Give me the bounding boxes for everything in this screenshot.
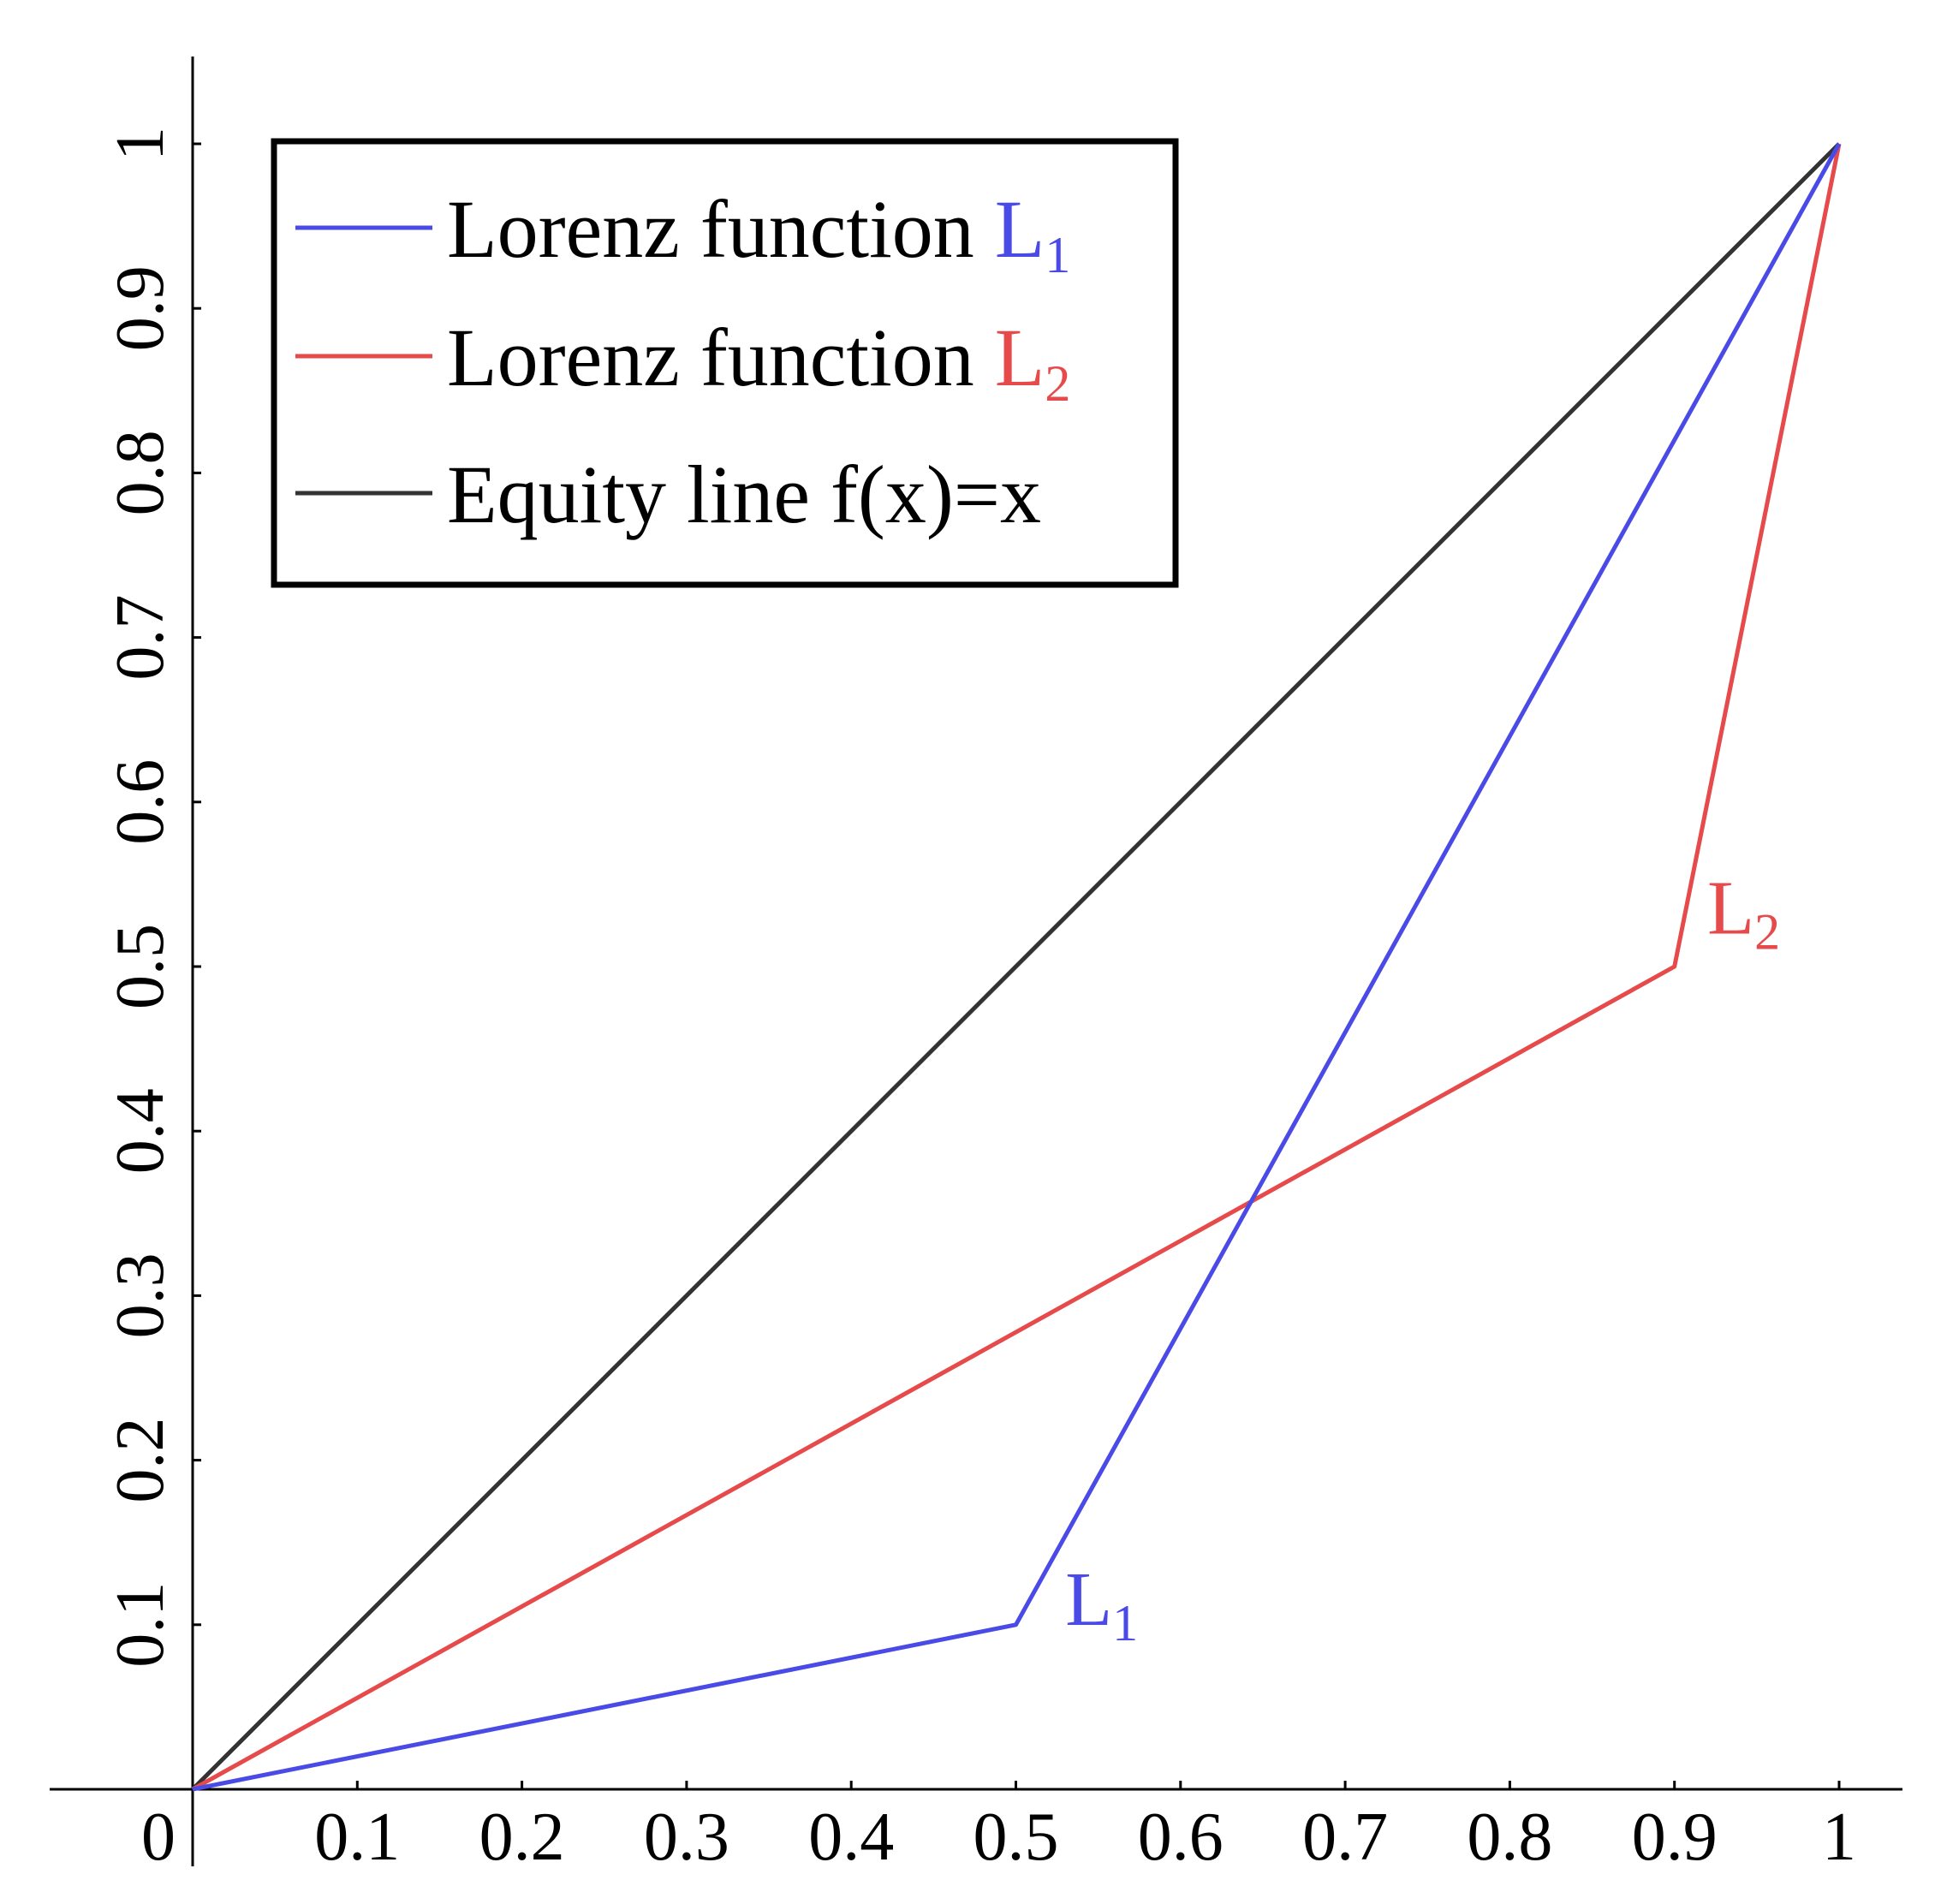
y-tick-label: 0.6 xyxy=(103,759,178,845)
series-line-3 xyxy=(191,142,1841,1791)
curve-annotation-1: L1 xyxy=(1065,1557,1138,1651)
x-tick-label: 0.1 xyxy=(314,1800,400,1875)
x-ticks: 0.1 0.2 0.3 0.4 0.5 0.6 0.7 0.8 0.9 1 xyxy=(314,1781,1856,1875)
legend-label-text: Lorenz function xyxy=(447,183,995,275)
x-tick-label: 1 xyxy=(1822,1800,1856,1875)
curve-annotation-symbol: L xyxy=(1065,1557,1112,1642)
y-tick-label: 0.3 xyxy=(103,1252,178,1338)
legend-label-3: Equity line f(x)=x xyxy=(447,449,1041,540)
y-ticks: 0.1 0.2 0.3 0.4 0.5 0.6 0.7 0.8 0.9 1 xyxy=(103,127,201,1668)
y-tick-label: 0.2 xyxy=(103,1418,178,1503)
series-line-1 xyxy=(192,142,1842,1792)
legend-label-1: Lorenz function L1 xyxy=(447,183,1070,283)
y-tick-label: 0.9 xyxy=(103,265,178,351)
x-tick-label: 0.3 xyxy=(644,1800,729,1875)
origin-label: 0 xyxy=(141,1800,176,1875)
legend-label-symbol: L xyxy=(995,312,1045,403)
x-tick-label: 0.8 xyxy=(1467,1800,1552,1875)
legend-label-text: Equity line f(x)=x xyxy=(447,449,1041,540)
y-tick-label: 0.8 xyxy=(103,430,178,515)
x-tick-label: 0.6 xyxy=(1138,1800,1224,1875)
series-group xyxy=(191,142,1842,1792)
y-tick-label: 0.4 xyxy=(103,1088,178,1174)
y-tick-label: 0.5 xyxy=(103,924,178,1009)
legend-box xyxy=(271,138,1179,588)
curve-annotation-2: L2 xyxy=(1707,866,1780,961)
x-tick-label: 0.5 xyxy=(973,1800,1059,1875)
x-tick-label: 0.2 xyxy=(479,1800,565,1875)
curve-annotation-subscript: 2 xyxy=(1754,904,1780,961)
y-tick-label: 1 xyxy=(103,127,178,161)
legend-label-subscript: 2 xyxy=(1045,355,1070,412)
legend-label-symbol: L xyxy=(995,183,1045,275)
legend-label-subscript: 1 xyxy=(1045,227,1070,283)
x-tick-label: 0.9 xyxy=(1632,1800,1718,1875)
legend-label-text: Lorenz function xyxy=(447,312,995,403)
series-line-2 xyxy=(191,143,1842,1792)
y-tick-label: 0.7 xyxy=(103,595,178,681)
y-tick-label: 0.1 xyxy=(103,1582,178,1668)
x-tick-label: 0.7 xyxy=(1302,1800,1388,1875)
legend-label-2: Lorenz function L2 xyxy=(447,312,1070,412)
curve-annotation-symbol: L xyxy=(1707,866,1754,951)
x-tick-label: 0.4 xyxy=(808,1800,894,1875)
curve-annotation-subscript: 1 xyxy=(1112,1595,1138,1651)
